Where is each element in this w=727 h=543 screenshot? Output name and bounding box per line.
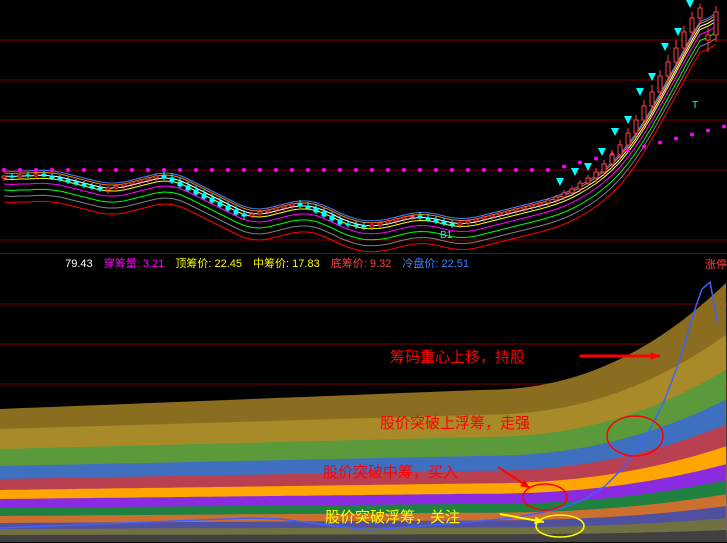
annotation-3: 股价突破浮筹，关注 [325,506,460,527]
status-bar: 力控盘系数: 79.43 穿筹量: 3.21 顶筹价: 22.45 中筹价: 1… [0,256,727,272]
upper-chart-svg[interactable]: B1 T [0,0,727,254]
status-lpj: 冷盘价: 22.51 [402,258,469,270]
svg-text:B1: B1 [440,230,453,241]
lower-chart-svg[interactable] [0,274,727,542]
svg-text:T: T [692,100,698,111]
upper-candlestick-panel: B1 T [0,0,727,254]
lower-chip-panel: 筹码重心上移，持股股价突破上浮筹，走强股价突破中筹，买入股价突破浮筹，关注 [0,274,727,542]
annotation-1: 股价突破上浮筹，走强 [380,412,530,433]
status-dcj: 顶筹价: 22.45 [175,258,242,270]
status-kkxs: 力控盘系数: 79.43 [4,258,93,270]
annotation-0: 筹码重心上移，持股 [390,346,525,367]
status-right-label: 涨停 [705,256,727,272]
status-dicj: 底筹价: 9.32 [331,258,392,270]
annotation-2: 股价突破中筹，买入 [323,461,458,482]
status-zcj: 中筹价: 17.83 [253,258,320,270]
status-ccl: 穿筹量: 3.21 [104,258,165,270]
